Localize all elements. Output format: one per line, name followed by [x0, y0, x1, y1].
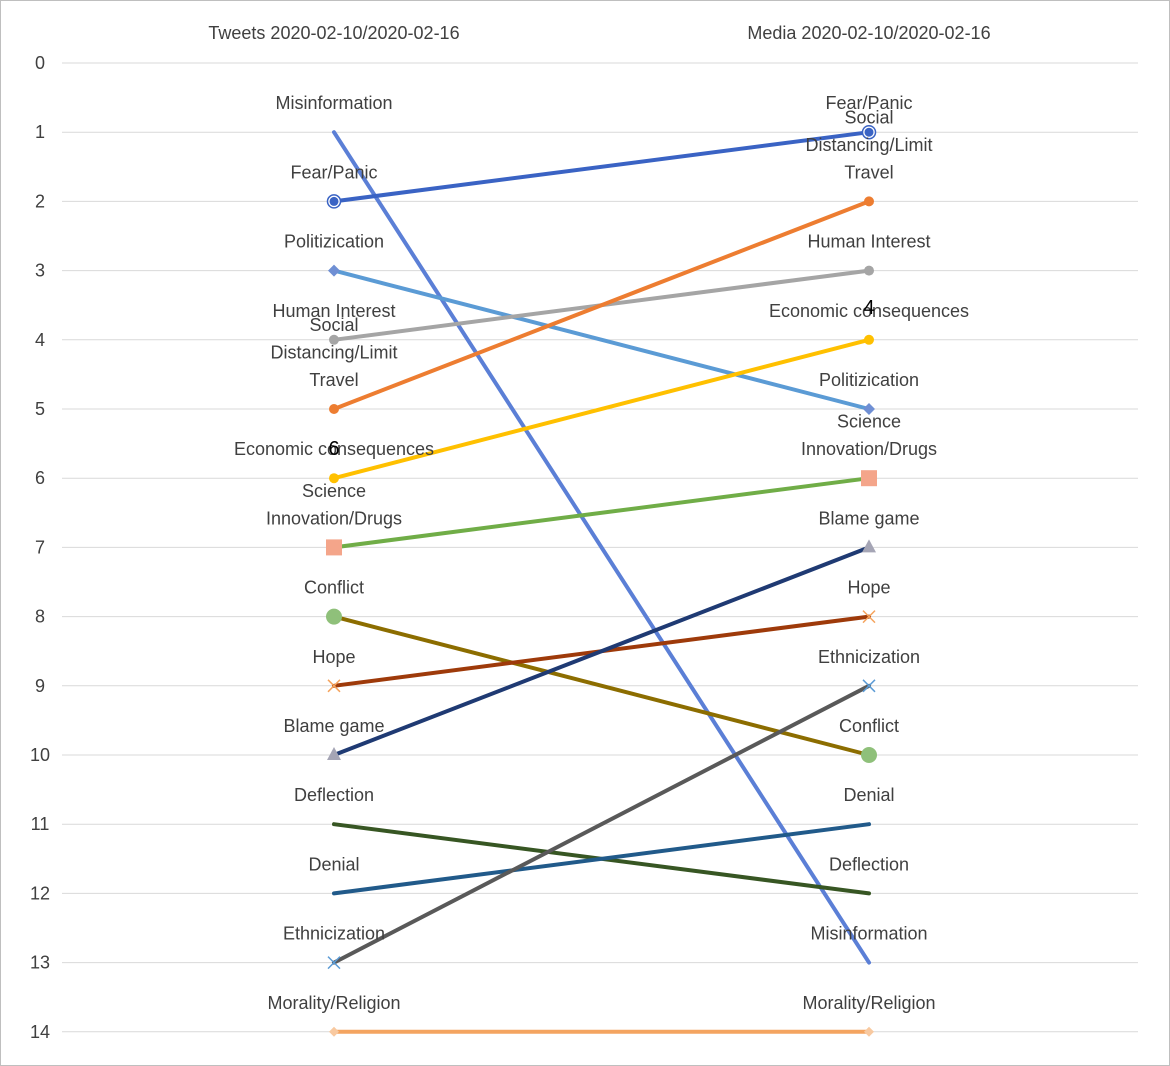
- data-label: Ethnicization: [818, 647, 920, 667]
- stray-data-label: 4: [863, 297, 874, 319]
- data-label: Travel: [309, 370, 358, 390]
- data-point: [326, 608, 342, 625]
- y-tick-label: 14: [30, 1022, 50, 1042]
- y-tick-label: 10: [30, 745, 50, 765]
- y-tick-label: 3: [35, 261, 45, 281]
- data-point: [329, 334, 339, 345]
- data-point: [863, 403, 875, 415]
- data-point: [327, 956, 341, 970]
- series-line: [332, 130, 871, 965]
- data-point: [861, 747, 877, 763]
- data-label: Economic consequences: [234, 439, 434, 459]
- data-label: Ethnicization: [283, 924, 385, 944]
- data-label: Distancing/Limit: [270, 343, 397, 363]
- series-line: [332, 476, 871, 550]
- series-line: [332, 822, 871, 896]
- data-label: Conflict: [304, 578, 364, 598]
- y-tick-label: 13: [30, 953, 50, 973]
- data-label: Conflict: [839, 716, 899, 736]
- data-point: [327, 747, 341, 760]
- data-point: [862, 539, 876, 553]
- series-line: [332, 268, 871, 411]
- x-category-label: Tweets 2020-02-10/2020-02-16: [208, 23, 459, 43]
- data-point: [862, 679, 876, 693]
- data-label: Politizication: [284, 232, 384, 252]
- data-label: Social: [844, 107, 893, 127]
- stray-data-label: 6: [328, 438, 339, 460]
- data-label: Blame game: [283, 716, 384, 736]
- data-point: [862, 610, 876, 624]
- data-label: Deflection: [829, 854, 909, 874]
- data-label: Human Interest: [807, 232, 930, 252]
- data-point: [329, 404, 339, 414]
- data-label: Human Interest: [272, 301, 395, 321]
- data-label: Distancing/Limit: [805, 135, 932, 155]
- data-label: Deflection: [294, 785, 374, 805]
- y-tick-label: 8: [35, 607, 45, 627]
- y-tick-label: 5: [35, 399, 45, 419]
- y-tick-label: 9: [35, 676, 45, 696]
- series-line: [332, 199, 871, 411]
- data-point: [864, 334, 874, 345]
- data-label: Hope: [847, 578, 890, 598]
- data-label: Morality/Religion: [267, 993, 400, 1013]
- data-point: [861, 470, 877, 487]
- data-point: [329, 1026, 339, 1037]
- data-label: Economic consequences: [769, 301, 969, 321]
- data-label: Innovation/Drugs: [801, 439, 937, 459]
- data-point: [864, 127, 874, 137]
- y-tick-label: 2: [35, 191, 45, 211]
- data-point: [327, 679, 341, 693]
- series-line: [332, 545, 871, 757]
- data-label: Misinformation: [810, 924, 927, 944]
- data-label: Travel: [844, 162, 893, 182]
- y-tick-label: 12: [30, 883, 50, 903]
- data-label: Denial: [843, 785, 894, 805]
- data-point: [329, 473, 339, 484]
- y-tick-label: 7: [35, 537, 45, 557]
- data-point: [329, 196, 339, 206]
- data-label: Fear/Panic: [825, 93, 912, 113]
- data-point: [328, 264, 340, 277]
- data-label: Science: [837, 412, 901, 432]
- data-point: [326, 539, 342, 556]
- y-tick-label: 0: [35, 53, 45, 73]
- series-line: [332, 130, 871, 204]
- y-tick-label: 1: [35, 122, 45, 142]
- data-label: Hope: [312, 647, 355, 667]
- data-label: Politizication: [819, 370, 919, 390]
- y-tick-label: 6: [35, 468, 45, 488]
- data-label: Morality/Religion: [802, 993, 935, 1013]
- y-tick-label: 4: [35, 330, 45, 350]
- data-label: Blame game: [818, 508, 919, 528]
- series-line: [332, 337, 871, 481]
- y-tick-label: 11: [31, 814, 50, 834]
- series-line: [332, 683, 871, 965]
- data-label: Social: [309, 315, 358, 335]
- x-category-label: Media 2020-02-10/2020-02-16: [747, 23, 990, 43]
- data-label: Innovation/Drugs: [266, 508, 402, 528]
- data-label: Misinformation: [275, 93, 392, 113]
- data-point: [864, 265, 874, 276]
- data-label: Fear/Panic: [290, 162, 377, 182]
- data-point: [864, 196, 874, 207]
- data-label: Denial: [308, 854, 359, 874]
- data-point: [864, 1026, 874, 1037]
- data-label: Science: [302, 481, 366, 501]
